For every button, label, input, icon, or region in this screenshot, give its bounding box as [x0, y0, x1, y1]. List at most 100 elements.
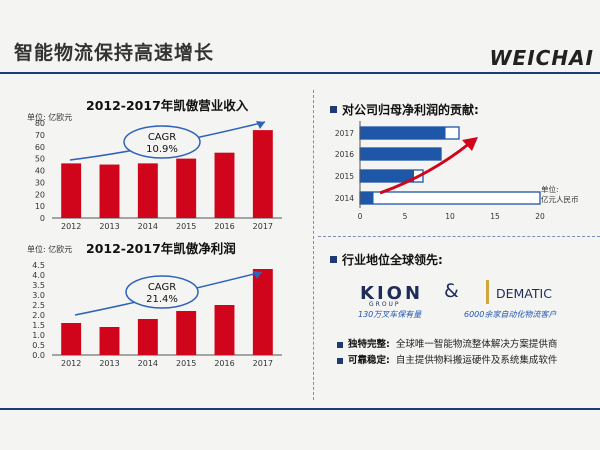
- y-tick-label: 4.5: [32, 261, 45, 270]
- x-tick-label: 2013: [99, 359, 119, 368]
- weichai-logo: WEICHAI: [489, 46, 594, 70]
- dematic-logo-mark: [486, 280, 489, 304]
- y-tick-label: 2016: [335, 150, 354, 159]
- x-tick-label: 10: [445, 212, 455, 221]
- profit-chart-title: 2012-2017年凯傲净利润: [86, 241, 236, 256]
- x-tick-label: 2017: [253, 222, 273, 231]
- feature-1-text: 全球唯一智能物流整体解决方案提供商: [395, 339, 558, 350]
- y-tick-label: 10: [35, 202, 45, 211]
- y-tick-label: 1.0: [32, 331, 45, 340]
- bar: [252, 130, 273, 218]
- cagr-label: CAGR: [148, 282, 176, 293]
- x-tick-label: 0: [358, 212, 363, 221]
- kion-logo: KION: [360, 283, 424, 304]
- bar: [176, 158, 197, 218]
- bar-outline: [359, 191, 541, 205]
- x-tick-label: 2012: [61, 359, 81, 368]
- arrow-head-icon: [253, 271, 262, 279]
- bar: [214, 152, 235, 218]
- cagr-value: 21.4%: [146, 294, 178, 305]
- cagr-oval: [123, 125, 201, 159]
- dematic-logo: DEMATIC: [496, 286, 552, 301]
- cagr-oval: [125, 275, 199, 309]
- bar: [61, 323, 82, 355]
- kion-caption: 130万叉车保有量: [358, 310, 422, 319]
- y-tick-label: 3.5: [32, 281, 45, 290]
- bar: [176, 311, 197, 355]
- bullet-icon: [337, 341, 343, 348]
- bar: [99, 164, 120, 218]
- bullet-icon: [330, 106, 337, 113]
- x-tick-label: 2017: [253, 359, 273, 368]
- bar: [137, 319, 158, 355]
- cagr-value: 10.9%: [146, 144, 178, 155]
- ampersand: &: [444, 280, 459, 302]
- y-tick-label: 2.0: [32, 311, 45, 320]
- y-tick-label: 30: [35, 178, 45, 187]
- horizontal-divider: [318, 236, 600, 237]
- x-tick-label: 2015: [176, 359, 196, 368]
- revenue-chart-title: 2012-2017年凯傲营业收入: [86, 98, 249, 113]
- profit-chart-unit: 单位: 亿欧元: [27, 245, 73, 254]
- x-tick-label: 5: [403, 212, 408, 221]
- y-tick-label: 3.0: [32, 291, 45, 300]
- bar: [214, 305, 235, 355]
- feature-line-2: 可靠稳定: 自主提供物料搬运硬件及系统集成软件: [337, 352, 557, 366]
- bullet-icon: [330, 256, 337, 263]
- unit-label: 单位:: [541, 184, 559, 194]
- revenue-chart-unit: 单位: 亿欧元: [27, 113, 73, 122]
- vertical-divider: [313, 90, 314, 400]
- x-tick-label: 15: [490, 212, 500, 221]
- bar: [360, 127, 446, 139]
- bullet-icon: [337, 357, 343, 364]
- y-tick-label: 20: [35, 190, 45, 199]
- feature-line-1: 独特完整: 全球唯一智能物流整体解决方案提供商: [337, 336, 557, 350]
- y-tick-label: 0.0: [32, 351, 45, 360]
- x-tick-label: 2012: [61, 222, 81, 231]
- x-tick-label: 2016: [214, 222, 234, 231]
- bar: [360, 192, 374, 204]
- y-tick-label: 2.5: [32, 301, 45, 310]
- feature-1-key: 独特完整:: [348, 339, 390, 350]
- feature-2-key: 可靠稳定:: [348, 355, 390, 366]
- bar: [137, 163, 158, 218]
- y-tick-label: 40: [35, 167, 45, 176]
- feature-2-text: 自主提供物料搬运硬件及系统集成软件: [395, 355, 558, 366]
- y-tick-label: 0: [40, 214, 45, 223]
- y-tick-label: 80: [35, 119, 45, 128]
- x-tick-label: 2015: [176, 222, 196, 231]
- y-tick-label: 50: [35, 155, 45, 164]
- y-tick-label: 4.0: [32, 271, 45, 280]
- unit-label: 亿元人民币: [541, 194, 579, 204]
- x-tick-label: 2016: [214, 359, 234, 368]
- bar: [61, 163, 82, 218]
- y-tick-label: 1.5: [32, 321, 45, 330]
- kion-logo-sub: GROUP: [369, 301, 401, 308]
- page-title: 智能物流保持高速增长: [14, 42, 215, 64]
- x-tick-label: 2014: [138, 359, 158, 368]
- y-tick-label: 70: [35, 131, 45, 140]
- x-tick-label: 20: [535, 212, 545, 221]
- bar: [360, 170, 414, 182]
- x-tick-label: 2014: [138, 222, 158, 231]
- y-tick-label: 0.5: [32, 341, 45, 350]
- bar: [360, 148, 441, 160]
- arrow-head-icon: [256, 121, 265, 129]
- footer-divider: [0, 408, 600, 410]
- industry-position-title: 行业地位全球领先:: [342, 253, 443, 267]
- y-tick-label: 60: [35, 143, 45, 152]
- cagr-label: CAGR: [148, 132, 176, 143]
- header-divider: [0, 72, 600, 74]
- bar: [99, 327, 120, 355]
- dematic-caption: 6000余家自动化物流客户: [464, 310, 557, 319]
- y-tick-label: 2014: [335, 194, 354, 203]
- contribution-chart-title: 对公司归母净利润的贡献:: [342, 103, 479, 117]
- x-tick-label: 2013: [99, 222, 119, 231]
- y-tick-label: 2015: [335, 172, 354, 181]
- arrow-head-icon: [462, 137, 478, 151]
- y-tick-label: 2017: [335, 129, 354, 138]
